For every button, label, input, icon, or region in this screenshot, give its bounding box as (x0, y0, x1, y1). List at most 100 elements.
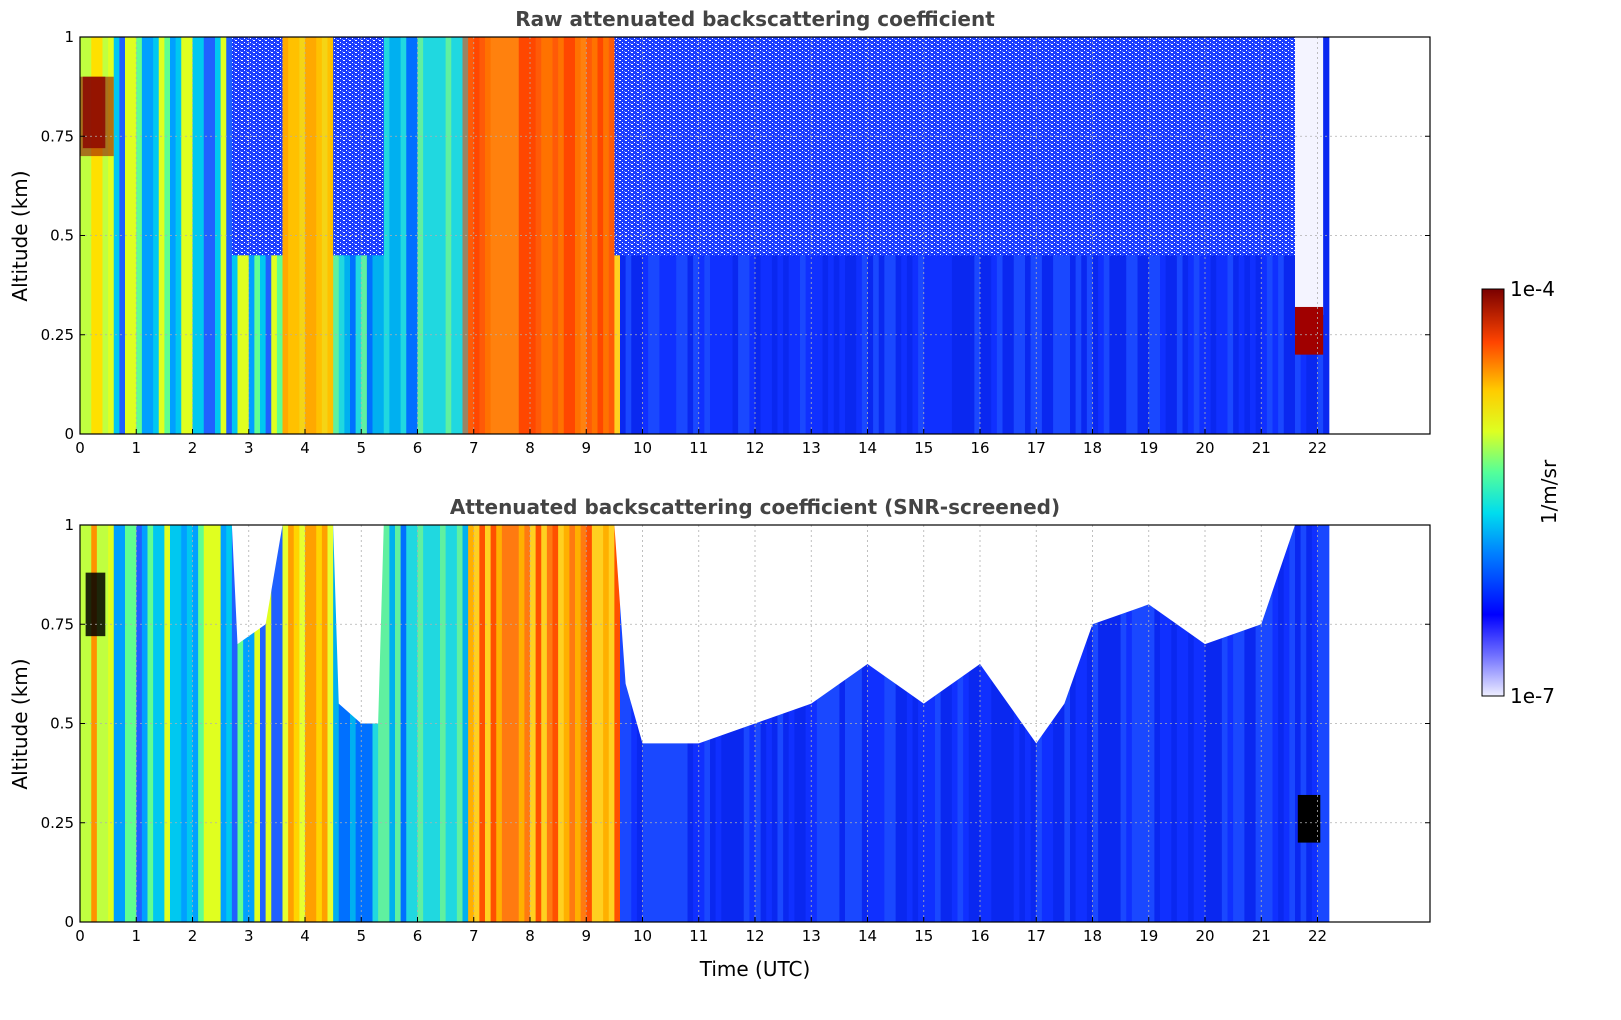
saturated-core (85, 572, 106, 637)
x-tick-label: 17 (1027, 439, 1046, 457)
heatmap-cell (136, 525, 143, 922)
heatmap-cell (226, 525, 233, 922)
x-tick-label: 0 (75, 439, 85, 457)
heatmap-cell (119, 37, 126, 434)
heatmap-cell (1115, 525, 1122, 922)
heatmap-cell (1070, 525, 1077, 922)
x-tick-label: 22 (1308, 927, 1327, 945)
heatmap-cell (260, 525, 267, 922)
heatmap-cell (1160, 525, 1167, 922)
heatmap-cell (485, 525, 492, 922)
heatmap-cell (164, 37, 171, 434)
noise-region (333, 37, 384, 256)
heatmap-cell (170, 37, 177, 434)
x-tick-label: 7 (469, 439, 479, 457)
heatmap-cell (406, 525, 413, 922)
heatmap-cell (316, 525, 323, 922)
heatmap-cell (91, 37, 98, 434)
colorbar: 1e-4 1e-7 1/m/sr (1481, 277, 1561, 708)
heatmap-cell (1216, 525, 1223, 922)
heatmap-cell (901, 525, 908, 922)
x-tick-label: 15 (914, 439, 933, 457)
heatmap-cell (141, 525, 149, 922)
heatmap-cell (755, 525, 762, 922)
heatmap-cell (164, 525, 171, 922)
x-tick-label: 14 (858, 439, 877, 457)
x-tick-label: 7 (469, 927, 479, 945)
y-tick-label: 1 (64, 28, 74, 46)
heatmap-cell (411, 525, 419, 922)
heatmap-cell (490, 525, 497, 922)
y-tick-label: 0.25 (41, 326, 74, 344)
x-tick-label: 19 (1139, 927, 1158, 945)
heatmap-cell (935, 525, 942, 922)
x-tick-label: 16 (970, 927, 989, 945)
heatmap-cell (271, 525, 278, 922)
heatmap-cell (1120, 525, 1127, 922)
x-tick-label: 5 (356, 927, 366, 945)
x-tick-label: 8 (525, 927, 535, 945)
x-tick-label: 11 (689, 439, 708, 457)
y-axis-label: Altitude (km) (8, 658, 32, 789)
heatmap-cell (85, 525, 92, 922)
heatmap-cell (766, 525, 773, 922)
heatmap-cell (974, 525, 981, 922)
x-tick-label: 18 (1083, 439, 1102, 457)
heatmap-cell (895, 525, 902, 922)
heatmap-cell (890, 525, 897, 922)
x-tick-label: 5 (356, 439, 366, 457)
heatmap-cell (456, 525, 464, 922)
heatmap-cell (355, 525, 362, 922)
heatmap-cell (209, 525, 216, 922)
screened-mask (80, 525, 1326, 744)
heatmap-cell (175, 37, 182, 434)
y-tick-label: 0 (64, 425, 74, 443)
x-tick-label: 13 (802, 927, 821, 945)
noise-region (231, 37, 283, 256)
heatmap-cell (299, 525, 306, 922)
heatmap-cell (1199, 525, 1206, 922)
heatmap-cell (631, 525, 638, 922)
heatmap-cell (1255, 525, 1262, 922)
y-tick-label: 0 (64, 913, 74, 931)
heatmap-cell (479, 525, 486, 922)
heatmap-cell (996, 525, 1004, 922)
heatmap-cell (1086, 525, 1094, 922)
heatmap-cell (625, 525, 632, 922)
heatmap-cell (1064, 525, 1071, 922)
heatmap-cell (1176, 525, 1184, 922)
heatmap-cell (310, 525, 317, 922)
x-tick-label: 1 (131, 439, 141, 457)
x-tick-label: 21 (1252, 927, 1271, 945)
x-tick-label: 1 (131, 927, 141, 945)
heatmap-cell (130, 525, 137, 922)
heatmap-cell (591, 525, 599, 922)
heatmap-cell (215, 525, 222, 922)
heatmap-cell (411, 37, 419, 434)
x-axis-label: Time (UTC) (699, 957, 811, 981)
y-axis-label: Altitude (km) (8, 170, 32, 301)
x-axis-ticks: 0 1 2 3 4 5 6 7 8 9 10 11 12 13 14 15 16 17 18 19 20 21 22 (75, 917, 1327, 945)
heatmap-cell (276, 525, 284, 922)
heatmap-cell (524, 525, 531, 922)
heatmap-cell (265, 525, 272, 922)
heatmap-cell (541, 525, 548, 922)
heatmap-cell (496, 525, 503, 922)
heatmap-cell (1131, 525, 1139, 922)
heatmap-cell (811, 525, 818, 922)
heatmap-cell (440, 37, 447, 434)
heatmap-cell (884, 525, 891, 922)
x-tick-label: 6 (413, 927, 423, 945)
x-tick-label: 16 (970, 439, 989, 457)
heatmap-cell (209, 37, 216, 434)
noise-region (614, 37, 1295, 256)
heatmap-cell (530, 525, 537, 922)
heatmap-cell (771, 525, 779, 922)
heatmap-cell (130, 37, 137, 434)
heatmap-cell (389, 525, 396, 922)
heatmap-cell (344, 525, 351, 922)
heatmap-cell (535, 525, 542, 922)
x-tick-label: 4 (300, 927, 310, 945)
heatmap-cell (614, 525, 621, 922)
x-tick-label: 14 (858, 927, 877, 945)
